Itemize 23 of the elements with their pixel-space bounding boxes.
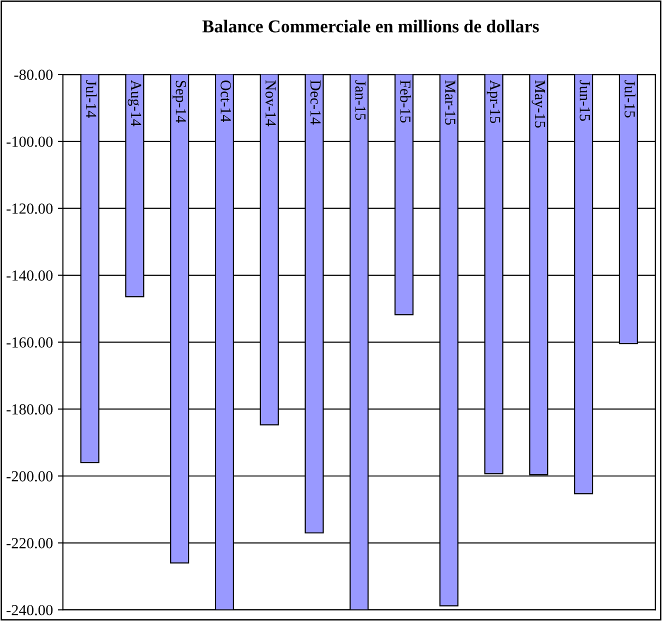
- chart-title: Balance Commerciale en millions de dollars: [202, 20, 539, 32]
- x-tick-label: Jul-14: [86, 80, 97, 118]
- x-tick-label: Mar-15: [445, 80, 456, 125]
- x-tick-label: Sep-14: [172, 80, 186, 123]
- x-tick-label: Jun-15: [580, 80, 590, 121]
- y-tick-label: -240.00: [6, 604, 53, 616]
- x-tick-label: Aug-14: [128, 80, 142, 126]
- x-tick-label: Dec-14: [310, 80, 321, 125]
- x-tick-label: Feb-15: [400, 80, 411, 123]
- y-tick-label: -160.00: [6, 337, 53, 348]
- y-tick-label: -140.00: [6, 270, 53, 281]
- y-tick-label: -100.00: [6, 136, 53, 147]
- y-tick-label: -120.00: [6, 203, 53, 214]
- y-tick-label: -200.00: [6, 471, 53, 482]
- y-tick-label: -220.00: [6, 538, 53, 548]
- x-tick-label: Nov-14: [266, 80, 276, 126]
- x-tick-label: May-15: [532, 80, 546, 128]
- x-tick-label: Oct-14: [220, 80, 231, 122]
- x-tick-label: Apr-15: [486, 80, 500, 124]
- x-tick-label: Jan-15: [355, 80, 366, 120]
- y-tick-label: -180.00: [6, 404, 53, 415]
- x-tick-label: Jul-15: [624, 80, 636, 118]
- y-tick-label: -80.00: [14, 70, 53, 80]
